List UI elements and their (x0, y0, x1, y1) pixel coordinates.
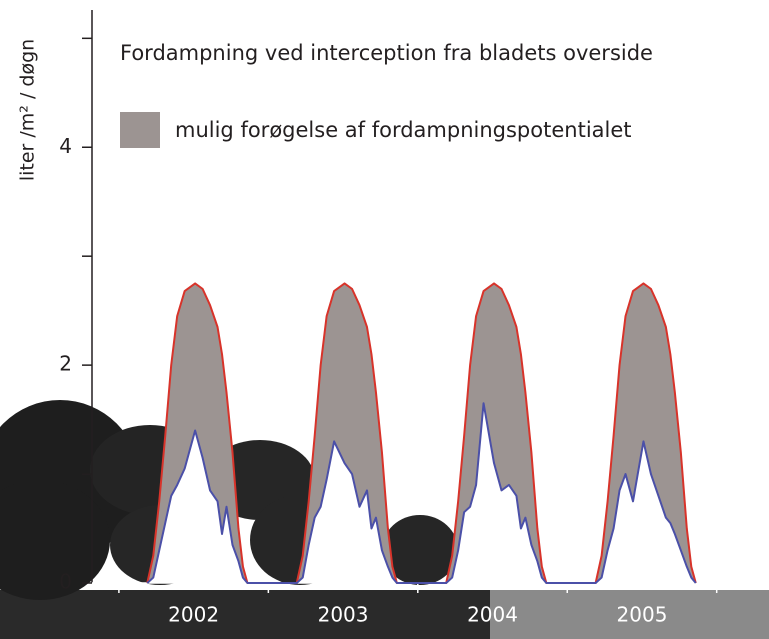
legend-swatch (120, 112, 160, 148)
x-tick-label: 2005 (617, 603, 668, 627)
chart-title: Fordampning ved interception fra bladets… (120, 41, 653, 65)
y-tick-label: 4 (59, 134, 72, 158)
y-tick-label: 2 (59, 352, 72, 376)
y-tick-label: 0 (59, 570, 72, 594)
x-tick-label: 2003 (318, 603, 369, 627)
chart: Fordampning ved interception fra bladets… (0, 0, 769, 639)
x-tick-label: 2004 (467, 603, 518, 627)
x-tick-label: 2002 (168, 603, 219, 627)
y-axis-label: liter /m² / døgn (17, 39, 39, 181)
legend-label: mulig forøgelse af fordampningspotential… (175, 118, 632, 142)
